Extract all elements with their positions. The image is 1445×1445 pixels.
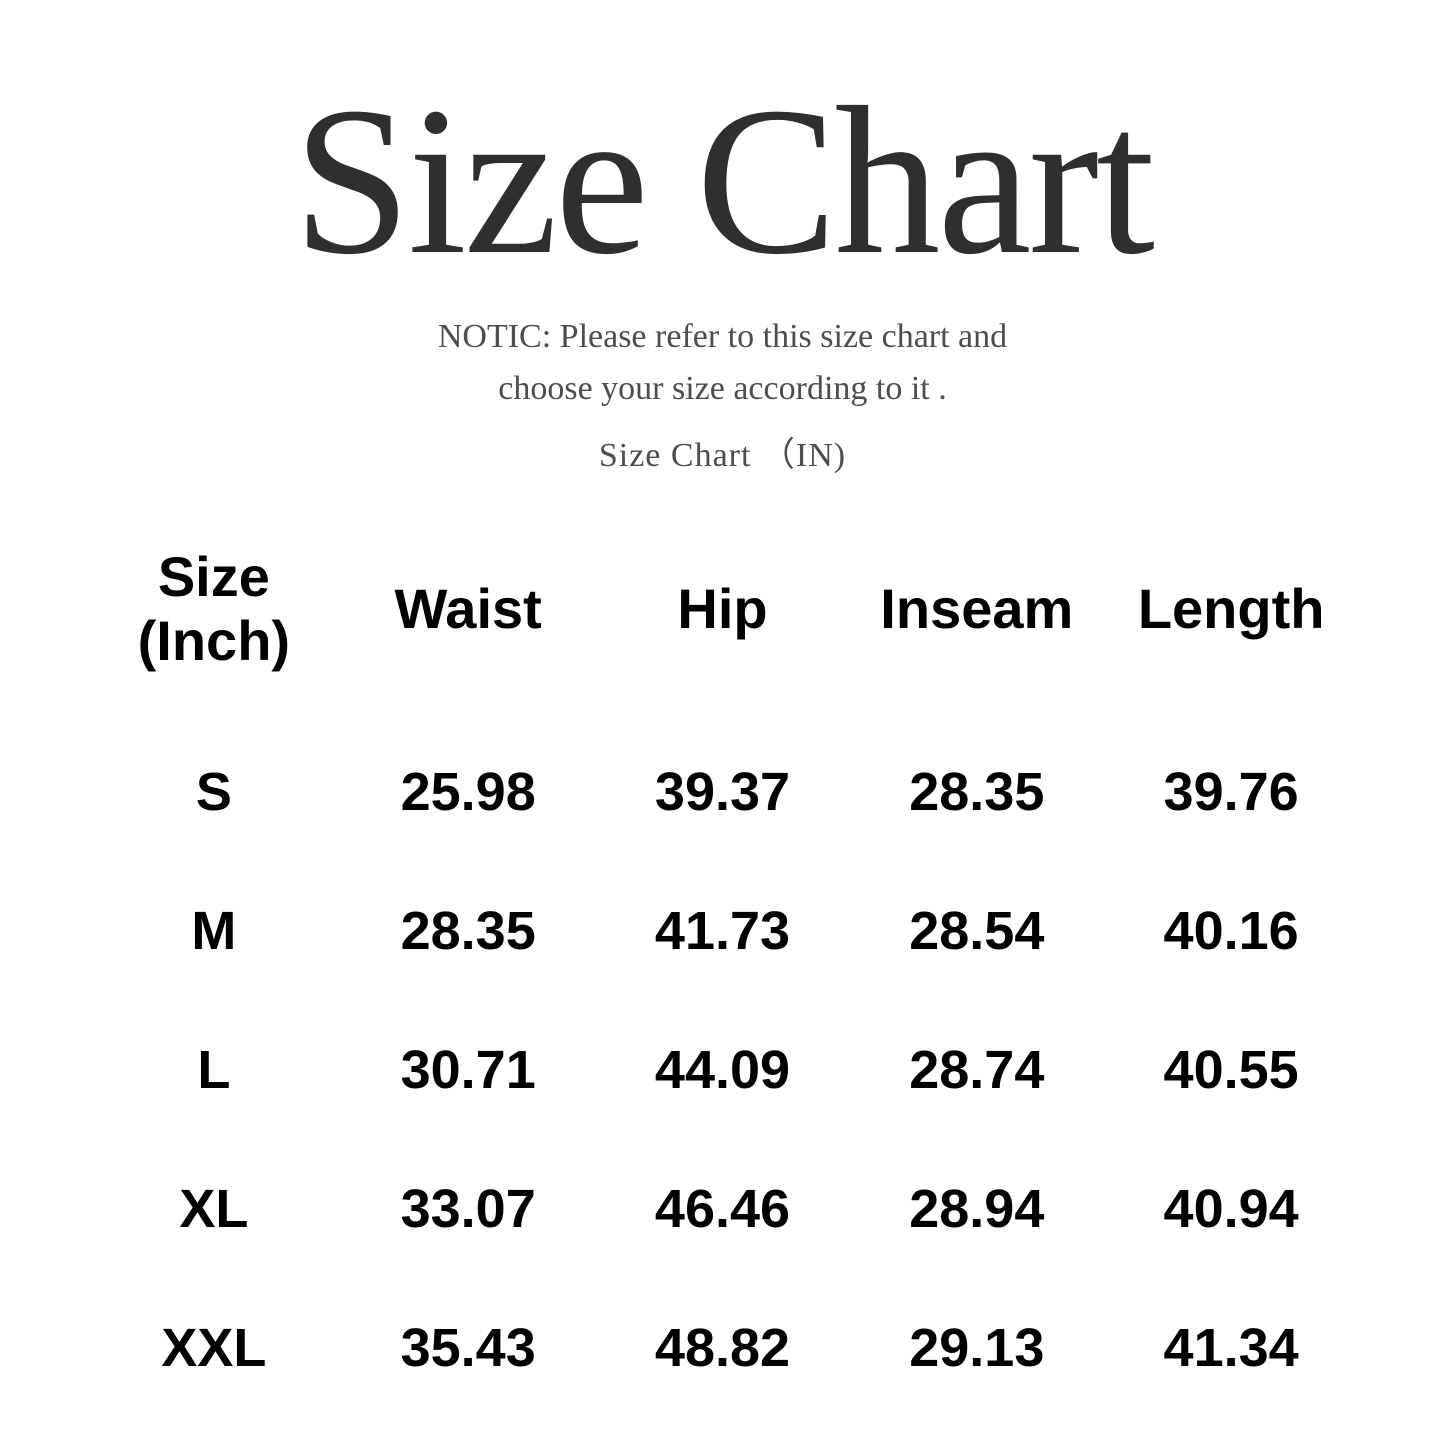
header-cell-waist: Waist [394,576,542,640]
header-cell-size: Size (Inch) [87,535,341,724]
notice-line-2: choose your size according to it . [498,370,947,408]
cell-size: M [191,901,237,962]
cell-length: 40.55 [1163,1040,1299,1101]
cell-inseam: 29.13 [909,1318,1045,1379]
cell-inseam: 28.94 [909,1179,1045,1240]
table-row-l: L 30.71 44.09 28.74 40.55 [87,1001,1359,1140]
cell-hip: 41.73 [654,901,791,962]
header-size-label: Size [157,544,270,608]
table-row-xxl: XXL 35.43 48.82 29.13 41.34 [87,1279,1359,1418]
header-cell-hip: Hip [677,576,768,640]
header-cell-inseam: Inseam [880,576,1074,640]
cell-waist: 28.35 [400,901,536,962]
cell-waist: 35.43 [400,1318,536,1379]
header-row: Size (Inch) Waist Hip Inseam Length [87,535,1359,724]
cell-length: 39.76 [1163,762,1299,823]
cell-hip: 39.37 [654,762,791,823]
cell-length: 40.16 [1163,901,1299,962]
cell-size: XXL [161,1318,267,1379]
notice-line-1: NOTIC: Please refer to this size chart a… [437,317,1008,355]
cell-waist: 30.71 [400,1040,536,1101]
table-row-s: S 25.98 39.37 28.35 39.76 [87,723,1359,862]
cell-hip: 44.09 [654,1040,791,1101]
header-size-unit: (Inch) [137,609,291,673]
size-chart-unit-subtitle: Size Chart （IN) [598,436,847,474]
cell-inseam: 28.74 [909,1040,1045,1101]
cell-size: XL [179,1179,249,1240]
notice-block: NOTIC: Please refer to this size chart a… [0,311,1445,483]
cell-size: S [195,762,232,823]
size-table: Size (Inch) Waist Hip Inseam Length S 25… [87,535,1359,1419]
cell-hip: 46.46 [654,1179,791,1240]
cell-waist: 25.98 [400,762,536,823]
table-row-xl: XL 33.07 46.46 28.94 40.94 [87,1140,1359,1279]
cell-inseam: 28.35 [909,762,1045,823]
size-table-body: S 25.98 39.37 28.35 39.76 M 28.35 41.73 … [87,723,1359,1418]
cell-length: 41.34 [1163,1318,1299,1379]
cell-waist: 33.07 [400,1179,536,1240]
size-table-header: Size (Inch) Waist Hip Inseam Length [87,535,1359,724]
cell-hip: 48.82 [654,1318,791,1379]
cell-inseam: 28.54 [909,901,1045,962]
cell-length: 40.94 [1163,1179,1299,1240]
table-row-m: M 28.35 41.73 28.54 40.16 [87,862,1359,1001]
page-title: Size Chart [293,63,1155,298]
header-cell-length: Length [1137,576,1325,640]
cell-size: L [197,1040,231,1101]
